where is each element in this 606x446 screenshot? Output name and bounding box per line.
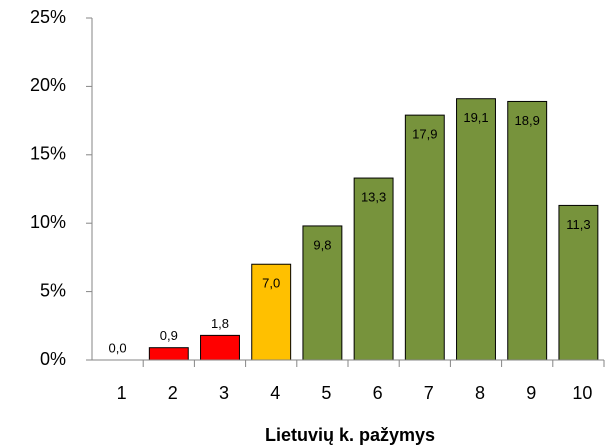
x-tick-label: 5	[321, 383, 331, 403]
bar	[558, 204, 599, 361]
x-tick-label: 4	[270, 383, 280, 403]
x-tick-label: 3	[219, 383, 229, 403]
data-label: 18,9	[515, 113, 540, 128]
data-label: 0,0	[109, 340, 127, 355]
bar	[404, 114, 445, 361]
bar	[353, 177, 394, 361]
bar	[456, 98, 496, 361]
data-label: 7,0	[262, 276, 280, 291]
y-tick-label: 20%	[30, 75, 66, 95]
data-label: 9,8	[313, 237, 331, 252]
x-tick-label: 6	[373, 383, 383, 403]
data-label: 11,3	[566, 217, 590, 232]
bar	[200, 334, 240, 361]
y-tick-label: 15%	[30, 144, 66, 164]
data-label: 1,8	[211, 316, 229, 331]
y-tick-label: 0%	[40, 349, 66, 369]
x-tick-label: 8	[475, 383, 485, 403]
x-tick-label: 2	[168, 383, 178, 403]
x-axis-title: Lietuvių k. pažymys	[265, 425, 435, 445]
data-label: 19,1	[463, 110, 488, 125]
x-tick-label: 7	[424, 383, 434, 403]
y-tick-label: 10%	[30, 212, 66, 232]
bar	[251, 263, 292, 361]
y-tick-label: 25%	[30, 7, 66, 27]
data-label: 17,9	[412, 127, 437, 142]
x-tick-label: 9	[526, 383, 536, 403]
bar	[507, 100, 548, 361]
data-label: 0,9	[160, 328, 178, 343]
bar	[302, 225, 343, 361]
bar	[148, 347, 189, 361]
data-label: 13,3	[361, 189, 386, 204]
x-tick-label: 1	[117, 383, 127, 403]
x-tick-label: 10	[572, 383, 592, 403]
y-tick-label: 5%	[40, 280, 66, 300]
